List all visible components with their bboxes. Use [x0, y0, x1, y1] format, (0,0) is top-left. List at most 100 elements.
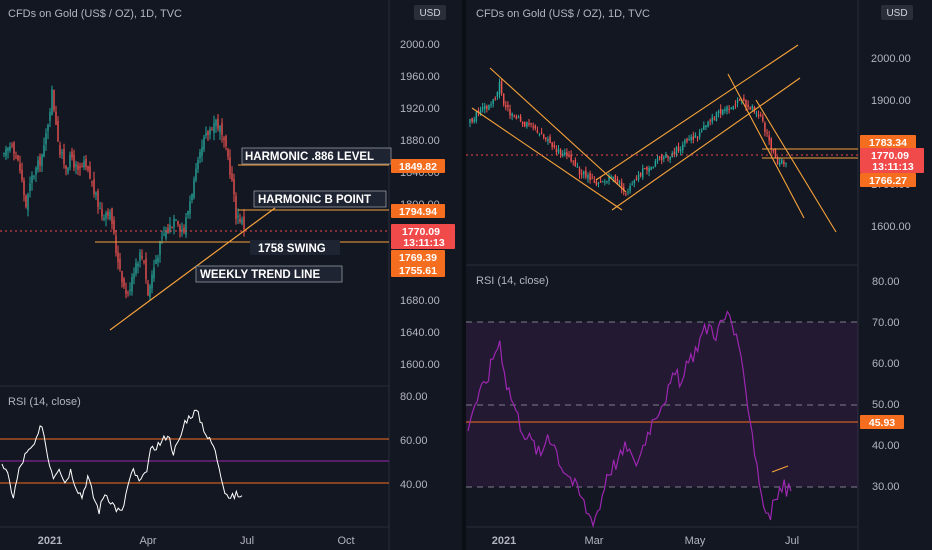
left-candle-body: [115, 235, 117, 253]
left-tag-1769-text: 1769.39: [399, 252, 437, 264]
left-time-axis[interactable]: 2021 Apr Jul Oct: [38, 535, 355, 547]
left-candle-body: [69, 154, 71, 168]
right-candle-body: [738, 99, 741, 101]
left-candle-body: [221, 123, 223, 135]
panel-divider: [462, 0, 466, 550]
right-candle-body: [612, 176, 614, 179]
left-candle-body: [137, 263, 139, 267]
left-currency-label: USD: [419, 8, 440, 19]
right-chart-title: CFDs on Gold (US$ / OZ), 1D, TVC: [476, 8, 650, 20]
left-candle-body: [241, 219, 243, 224]
right-tag-1783-bg: [860, 135, 916, 149]
left-chart-title: CFDs on Gold (US$ / OZ), 1D, TVC: [8, 8, 182, 20]
right-candle-body: [675, 147, 678, 155]
right-candle-body: [589, 173, 591, 181]
right-chart-panel[interactable]: CFDs on Gold (US$ / OZ), 1D, TVC USD 200…: [466, 0, 932, 550]
right-rsi-axis[interactable]: 80.00 70.00 60.00 50.00 40.00 30.00: [872, 276, 900, 493]
right-candle-body: [490, 104, 492, 106]
left-rsi-axis[interactable]: 80.00 60.00 40.00: [400, 391, 428, 491]
right-candle-body: [572, 160, 574, 162]
right-candle-body: [469, 119, 471, 123]
annotation-harmonic-886: HARMONIC .886 LEVEL: [241, 147, 392, 165]
right-candle-body: [479, 109, 482, 115]
left-candle-body: [169, 224, 171, 232]
left-candle-body: [31, 175, 33, 183]
left-currency-badge[interactable]: [414, 5, 446, 20]
right-candle-body: [762, 116, 764, 121]
left-candle-body: [119, 259, 121, 269]
left-price-tick-label: 2000.00: [400, 39, 440, 51]
left-candle-body: [63, 149, 65, 164]
left-candle-body: [189, 201, 191, 214]
right-candle-body: [566, 152, 568, 156]
right-candle-body: [595, 181, 598, 185]
left-candle-body: [81, 165, 83, 168]
left-price-tick-label: 1960.00: [400, 71, 440, 83]
left-candle-body: [139, 252, 141, 261]
right-candle-body: [650, 167, 652, 170]
right-time-axis[interactable]: 2021 Mar May Jul: [492, 535, 799, 547]
left-candle-body: [179, 225, 181, 232]
right-candle-body: [688, 139, 690, 141]
left-candle-body: [87, 165, 89, 170]
right-candle-body: [646, 166, 648, 171]
left-tag-current-price: 1770.09: [402, 226, 440, 238]
left-tag-current: 1770.09 13:11:13: [391, 224, 455, 249]
right-candle-body: [658, 156, 661, 158]
right-candle-body: [507, 104, 509, 108]
left-rsi-tick-label: 80.00: [400, 391, 428, 403]
left-candle-body: [171, 226, 173, 228]
right-candle-body: [610, 176, 612, 179]
left-candle-body: [117, 252, 119, 263]
left-tag-1794: 1794.94: [391, 204, 445, 218]
right-chart-svg[interactable]: CFDs on Gold (US$ / OZ), 1D, TVC USD 200…: [466, 0, 932, 550]
annotation-harmonic-b: HARMONIC B POINT: [253, 190, 387, 208]
right-candle-body: [604, 181, 606, 183]
left-candle-body: [213, 123, 215, 133]
left-candle-body: [71, 151, 73, 158]
right-tag-1783-text: 1783.34: [869, 137, 907, 149]
left-candle-body: [3, 152, 5, 154]
left-chart-svg[interactable]: CFDs on Gold (US$ / OZ), 1D, TVC USD 200…: [0, 0, 462, 550]
left-candle-body: [143, 260, 145, 263]
right-candle-body: [732, 106, 735, 110]
right-candle-body: [724, 109, 726, 112]
right-candle-body: [652, 166, 655, 169]
right-candle-body: [486, 105, 488, 109]
left-candle-body: [17, 155, 19, 161]
left-candle-body: [97, 190, 99, 207]
left-tag-1769-bg: [391, 250, 445, 264]
left-candle-body: [51, 89, 53, 116]
right-candle-body: [781, 159, 783, 164]
left-rsi-line: [1, 409, 243, 515]
right-candle-body: [711, 117, 714, 123]
left-candle-body: [187, 211, 189, 215]
left-candle-body: [231, 173, 233, 180]
left-candle-body: [59, 145, 61, 156]
right-breakdown-channel-lower: [755, 99, 837, 233]
right-candle-body: [578, 168, 581, 175]
right-currency-badge[interactable]: [881, 5, 913, 20]
left-chart-panel[interactable]: CFDs on Gold (US$ / OZ), 1D, TVC USD 200…: [0, 0, 462, 550]
left-time-label: Apr: [139, 535, 156, 547]
right-candle-body: [669, 157, 671, 160]
right-price-tick-label: 2000.00: [871, 53, 911, 65]
right-candle-body: [694, 135, 697, 138]
right-down-channel-upper: [489, 67, 627, 193]
right-up-channel-upper: [595, 44, 799, 181]
left-candle-body: [147, 283, 149, 296]
right-candle-body: [540, 132, 543, 134]
right-candle-body: [736, 100, 739, 103]
left-candle-body: [75, 164, 77, 167]
right-candle-body: [713, 118, 716, 120]
annotation-weekly-trend: WEEKLY TREND LINE: [195, 265, 343, 283]
right-candle-body: [471, 117, 473, 122]
left-candle-body: [109, 212, 111, 220]
right-candle-body: [648, 167, 650, 172]
right-candle-body: [730, 107, 732, 110]
right-candle-body: [606, 180, 608, 183]
right-candle-body: [705, 125, 707, 128]
left-tag-1849-text: 1849.82: [399, 161, 437, 173]
left-candle-body: [39, 156, 41, 166]
right-candle-body: [679, 149, 682, 152]
